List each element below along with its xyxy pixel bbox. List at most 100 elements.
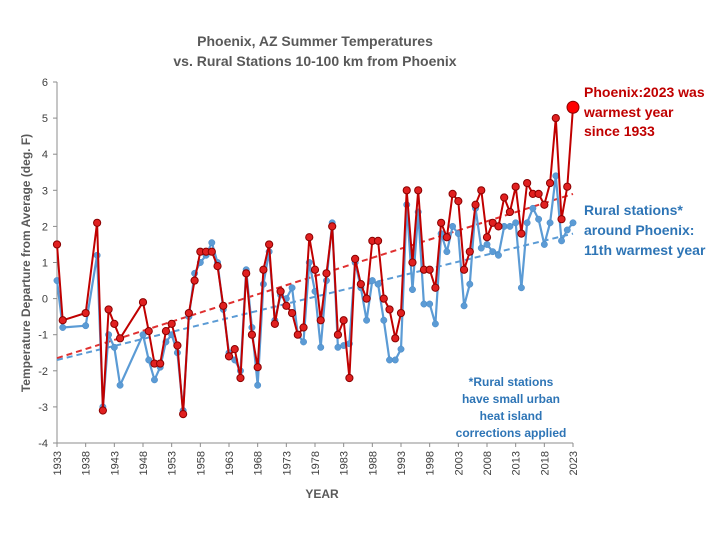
data-point [190, 276, 199, 285]
data-point [431, 283, 440, 292]
data-point [477, 186, 486, 195]
y-tick-label: -2 [38, 366, 48, 378]
y-tick-label: -4 [38, 438, 48, 450]
data-point [454, 197, 463, 206]
data-point [58, 316, 67, 325]
data-point [466, 280, 474, 288]
data-point [293, 330, 302, 339]
data-point [517, 284, 525, 292]
data-point [276, 287, 285, 296]
data-point [489, 248, 497, 256]
data-point [310, 265, 320, 274]
data-point [409, 286, 416, 294]
data-point [242, 269, 251, 278]
data-point [59, 324, 67, 331]
x-tick-label: 1948 [138, 451, 150, 475]
data-point [104, 305, 113, 314]
annotation-rural: Rural stations* around Phoenix: 11th war… [584, 202, 706, 258]
data-point [288, 284, 296, 292]
data-point [379, 294, 388, 303]
data-point [299, 323, 308, 332]
data-point [351, 254, 360, 263]
data-point [545, 178, 555, 188]
x-tick-label: 1993 [396, 451, 408, 475]
y-tick-label: 4 [42, 149, 48, 161]
data-point [213, 262, 222, 271]
annotation-phoenix: Phoenix:2023 was warmest year since 1933 [583, 84, 705, 139]
data-point [334, 343, 342, 351]
data-point [317, 343, 325, 351]
x-tick-label: 1943 [109, 451, 121, 475]
data-point [397, 345, 405, 353]
annotation-note-line2: have small urban [462, 392, 560, 406]
annotation-phoenix-line3: since 1933 [584, 123, 655, 139]
data-point [535, 215, 543, 223]
series-line [56, 107, 574, 416]
data-point [495, 251, 502, 259]
data-point [179, 410, 188, 419]
data-point [523, 219, 531, 227]
data-point [529, 204, 537, 212]
x-tick-label: 2018 [539, 451, 551, 475]
data-point [167, 319, 176, 328]
y-tick-label: 3 [42, 185, 48, 197]
x-tick-label: 1953 [167, 451, 179, 475]
data-point [81, 308, 90, 318]
data-point [287, 308, 297, 318]
data-point [82, 322, 90, 330]
annotation-note: *Rural stations have small urban heat is… [456, 375, 567, 440]
annotation-rural-line2: around Phoenix: [584, 222, 694, 238]
data-point [110, 319, 119, 328]
annotation-phoenix-line2: warmest year [583, 104, 674, 120]
data-point [151, 376, 158, 384]
data-point [322, 269, 331, 278]
data-point [144, 326, 153, 336]
data-point [557, 215, 566, 224]
chart-title: Phoenix, AZ Summer Temperatures [197, 33, 433, 49]
data-point [259, 265, 268, 274]
data-point [110, 343, 118, 351]
y-tick-label: 0 [42, 294, 48, 306]
data-point [563, 226, 571, 234]
x-tick-label: 1998 [425, 451, 437, 475]
data-point [420, 300, 428, 308]
x-tick-label: 1958 [195, 451, 207, 475]
data-point [300, 338, 307, 346]
x-tick-label: 1938 [81, 451, 93, 475]
data-point [356, 280, 365, 289]
data-point [551, 114, 560, 123]
data-point [558, 237, 565, 245]
data-point [265, 240, 274, 249]
data-point [230, 345, 239, 354]
data-point [236, 373, 245, 383]
data-point [566, 100, 580, 114]
series-phoenix [52, 100, 580, 419]
y-axis-ticks: -4 -3 -2 -1 0 1 2 3 4 5 6 [38, 77, 57, 450]
data-point [139, 331, 147, 339]
data-point [408, 258, 417, 267]
data-point [333, 330, 343, 339]
data-point [115, 334, 125, 343]
data-point [339, 316, 348, 325]
data-point [414, 186, 423, 195]
data-point [98, 406, 107, 415]
y-tick-label: 5 [42, 113, 48, 125]
x-tick-label: 1933 [52, 451, 64, 475]
data-point [431, 320, 439, 328]
x-tick-label: 2023 [568, 451, 580, 475]
data-point [511, 182, 520, 191]
x-axis-ticks: 1933 1938 1943 1948 1953 1958 1963 1968 1973 1978… [52, 443, 580, 475]
data-point [540, 200, 549, 209]
data-point [391, 334, 400, 343]
annotation-phoenix-line1: Phoenix:2023 was [584, 84, 705, 100]
data-point [316, 316, 325, 325]
data-point [546, 219, 554, 227]
data-point [396, 308, 406, 318]
data-point [208, 239, 216, 247]
data-point [569, 219, 577, 227]
data-point [391, 356, 399, 364]
y-axis-title: Temperature Departure from Average (deg.… [19, 134, 33, 392]
data-point [184, 308, 193, 318]
data-point [93, 218, 102, 227]
